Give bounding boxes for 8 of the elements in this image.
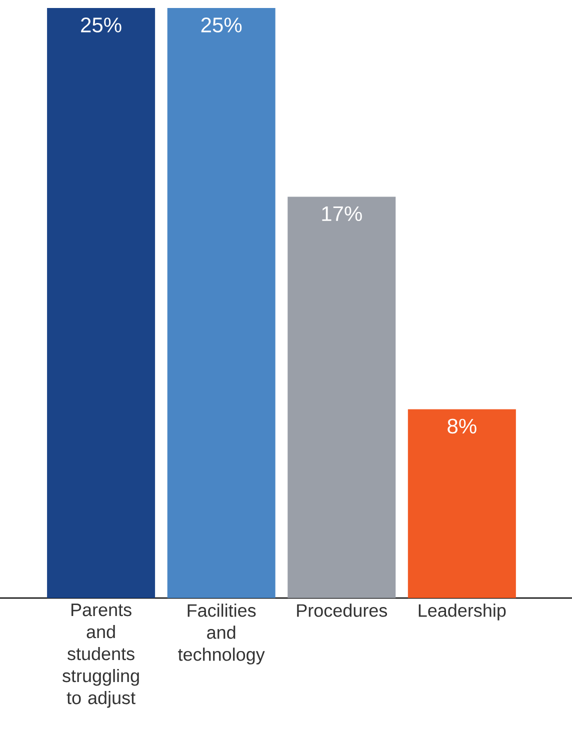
x-tick-label: Facilities and technology	[178, 604, 265, 664]
x-tick-label: Procedures	[297, 604, 388, 617]
data-label: 17%	[322, 206, 362, 222]
data-label: 25%	[81, 18, 122, 32]
data-label: 8%	[448, 418, 476, 434]
x-tick-label: Leadership	[418, 604, 506, 620]
data-label: 25%	[201, 18, 242, 32]
x-tick-label: Parents and students struggling to adjust	[62, 604, 139, 708]
